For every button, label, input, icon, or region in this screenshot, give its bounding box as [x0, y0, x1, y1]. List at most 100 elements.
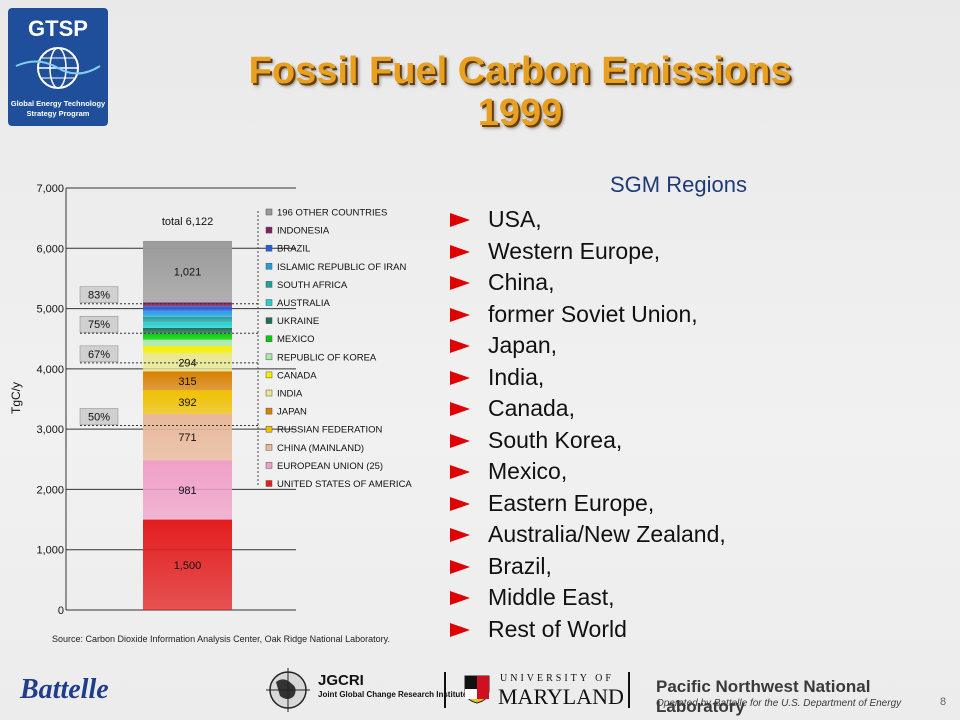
bar-segment — [143, 339, 232, 347]
pnnl-subtitle: Operated by Battelle for the U.S. Depart… — [656, 698, 902, 709]
red-arrow-bullet-icon — [450, 433, 470, 448]
red-arrow-bullet-icon — [450, 370, 470, 385]
segment-value-label: 315 — [178, 376, 196, 388]
gtsp-logo-name: GTSP — [28, 16, 88, 41]
region-item-label: Mexico, — [488, 458, 568, 484]
region-item: Japan, — [450, 330, 920, 362]
red-arrow-bullet-icon — [450, 559, 470, 574]
umd-name-bottom: MARYLAND — [498, 684, 624, 709]
legend-label: AUSTRALIA — [277, 298, 330, 309]
y-tick-label: 1,000 — [36, 545, 64, 557]
region-item: Australia/New Zealand, — [450, 519, 920, 551]
emissions-stacked-bar-chart: 0 1,000 2,000 3,000 4,000 5,000 6,000 7,000 TgC… — [9, 183, 412, 617]
pnnl-name: Pacific Northwest National Laboratory — [656, 677, 871, 716]
legend-label: REPUBLIC OF KOREA — [277, 352, 377, 363]
legend-swatch — [265, 371, 273, 379]
legend-label: ISLAMIC REPUBLIC OF IRAN — [277, 262, 406, 273]
jgcri-subtitle: Joint Global Change Research Institute — [318, 690, 468, 699]
red-arrow-bullet-icon — [450, 496, 470, 511]
region-item-label: India, — [488, 363, 545, 390]
region-item-label: Western Europe, — [488, 237, 661, 264]
legend-swatch — [265, 244, 273, 252]
jgcri-globe-icon — [266, 668, 310, 712]
y-axis-label: TgC/y — [9, 382, 23, 414]
bar-segment — [143, 240, 232, 303]
bar-segment — [143, 316, 232, 323]
stacked-bar: 1,500 981 771 392 315 294 1,021 — [143, 240, 232, 610]
region-list: USA, Western Europe, China, former Soviet U… — [450, 204, 920, 645]
y-tick-label: 0 — [58, 605, 64, 617]
legend-label: CHINA (MAINLAND) — [277, 443, 364, 454]
jgcri-name: JGCRI — [318, 672, 364, 689]
y-axis: 0 1,000 2,000 3,000 4,000 5,000 6,000 7,000 — [36, 183, 67, 617]
region-item: South Korea, — [450, 425, 920, 457]
region-item-label: Australia/New Zealand, — [488, 521, 726, 547]
region-item: Canada, — [450, 393, 920, 425]
region-item-label: Canada, — [488, 395, 575, 421]
region-item-label: former Soviet Union, — [488, 300, 698, 327]
legend: 196 OTHER COUNTRIES INDONESIA BRAZIL ISLAMI… — [257, 208, 412, 490]
umd-name-top: UNIVERSITY OF — [500, 673, 614, 684]
legend-swatch — [265, 425, 273, 433]
bar-segment — [143, 519, 232, 610]
region-item: USA, — [450, 204, 920, 236]
source-note: Source: Carbon Dioxide Information Analy… — [52, 634, 391, 644]
bar-segment — [143, 327, 232, 334]
legend-swatch — [265, 299, 273, 306]
gtsp-logo-subtitle-2: Strategy Program — [27, 109, 90, 118]
region-item: India, — [450, 362, 920, 394]
percent-markers: 83% 75% 67% 50% — [79, 286, 258, 426]
page-number: 8 — [940, 696, 947, 708]
percent-marker-box — [79, 408, 119, 425]
legend-swatch — [265, 226, 273, 234]
legend-swatch — [265, 480, 273, 487]
red-arrow-bullet-icon — [450, 591, 470, 605]
y-tick-label: 2,000 — [36, 484, 64, 496]
percent-marker-box — [79, 315, 119, 333]
region-item-label: Rest of World — [488, 615, 627, 642]
y-tick-label: 5,000 — [36, 304, 64, 316]
y-tick-label: 4,000 — [36, 364, 64, 376]
segment-value-label: 771 — [178, 432, 196, 444]
percent-marker-label: 67% — [88, 349, 110, 361]
legend-swatch — [265, 317, 273, 324]
percent-marker-box — [79, 345, 119, 363]
gtsp-logo-subtitle-1: Global Energy Technology — [11, 99, 106, 108]
legend-swatch — [265, 208, 273, 216]
segment-value-label: 1,500 — [174, 560, 202, 572]
red-arrow-bullet-icon — [450, 276, 470, 290]
region-item-label: China, — [488, 269, 555, 295]
region-item: Brazil, — [450, 551, 920, 583]
percent-marker-label: 83% — [88, 290, 110, 302]
percent-marker-label: 75% — [88, 319, 110, 331]
bar-segment — [143, 346, 232, 354]
region-item: Western Europe, — [450, 236, 920, 268]
bar-segment — [143, 322, 232, 328]
red-arrow-bullet-icon — [450, 307, 470, 322]
region-item-label: South Korea, — [488, 426, 623, 453]
legend-label: JAPAN — [277, 407, 307, 418]
red-arrow-bullet-icon — [450, 339, 470, 353]
total-label: total 6,122 — [162, 216, 213, 228]
red-arrow-bullet-icon — [450, 465, 470, 479]
bar-segment — [143, 460, 232, 520]
globe-icon — [15, 47, 101, 89]
segment-value-label: 294 — [178, 357, 196, 369]
legend-label: CANADA — [277, 370, 317, 381]
legend-label: UKRAINE — [277, 316, 319, 327]
region-item-label: Japan, — [488, 332, 558, 358]
slide-title-line-2: 1999 — [477, 92, 563, 134]
legend-label: MEXICO — [277, 334, 314, 345]
footer: Battelle JGCRI Joint Global Change Resea… — [0, 660, 960, 720]
region-item: Middle East, — [450, 582, 920, 614]
bar-segment — [143, 333, 232, 340]
gtsp-logo: GTSP Global Energy Technology Strategy P… — [8, 8, 108, 126]
y-tick-label: 7,000 — [36, 183, 64, 195]
percent-marker-label: 50% — [88, 411, 110, 423]
legend-swatch — [265, 353, 273, 361]
bar-segment — [143, 302, 232, 307]
legend-label: BRAZIL — [277, 244, 310, 255]
legend-label: RUSSIAN FEDERATION — [277, 425, 383, 436]
red-arrow-bullet-icon — [450, 213, 470, 227]
region-item-label: USA, — [488, 206, 542, 232]
